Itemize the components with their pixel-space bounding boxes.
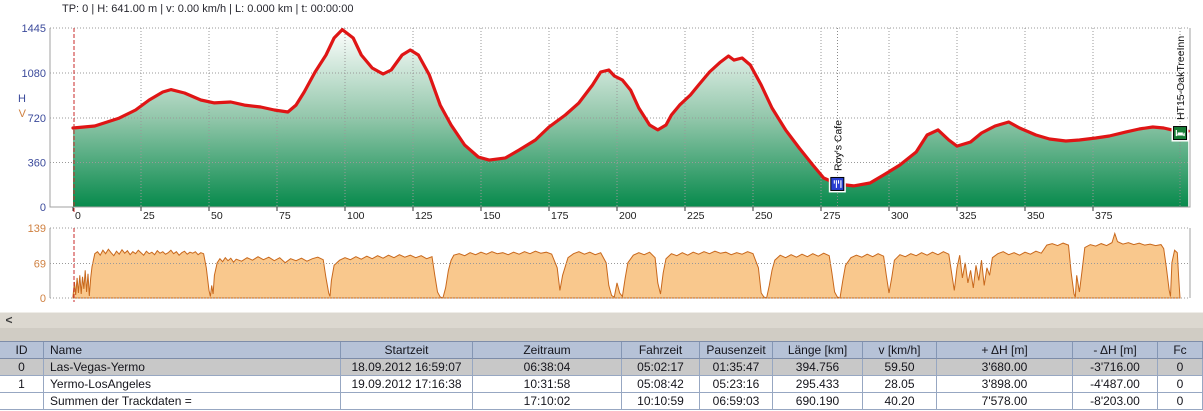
table-cell[interactable] [0,393,44,410]
table-cell[interactable]: 05:02:17 [622,359,700,376]
table-cell[interactable]: 19.09.2012 17:16:38 [341,376,473,393]
elevation-y-tick-label: 0 [40,202,46,214]
table-header-cell[interactable]: + ΔH [m] [937,342,1073,359]
table-cell[interactable]: 06:38:04 [473,359,622,376]
table-cell[interactable]: 690.190 [773,393,863,410]
table-cell[interactable]: Las-Vegas-Yermo [44,359,341,376]
table-cell[interactable]: 1 [0,376,44,393]
table-cell[interactable]: 05:08:42 [622,376,700,393]
table-header-cell[interactable]: Zeitraum [473,342,622,359]
speed-gridlines [50,227,1190,299]
hotel-icon[interactable] [1171,124,1189,142]
elevation-y-tick-label: 1080 [22,68,46,80]
table-cell[interactable]: 7'578.00 [937,393,1073,410]
x-tick-label: 25 [143,210,155,222]
x-tick-label: 350 [1027,210,1045,222]
x-tick-label: 125 [415,210,433,222]
elevation-gridlines [50,27,1190,207]
table-header-cell[interactable]: Länge [km] [773,342,863,359]
panel-divider [0,328,1203,341]
table-header-cell[interactable]: Name [44,342,341,359]
table-cell[interactable]: 0 [0,359,44,376]
elevation-chart: 0 25 50 75 100 125 150 175 200 225 250 275 300 325 350… [18,23,1191,222]
table-row[interactable]: 0 Las-Vegas-Yermo 18.09.2012 16:59:07 06:38… [0,359,1203,376]
x-tick-label: 200 [619,210,637,222]
table-cell[interactable]: 59.50 [863,359,937,376]
track-table: ID Name Startzeit Zeitraum Fahrzeit Pausenzei… [0,341,1203,411]
charts-area: 0 25 50 75 100 125 150 175 200 225 250 275 300 325 350… [18,23,1191,305]
elevation-frame [49,28,1191,208]
table-cell[interactable]: 10:31:58 [473,376,622,393]
table-header-cell[interactable]: - ΔH [m] [1073,342,1158,359]
table-cell[interactable]: 394.756 [773,359,863,376]
elevation-y-tick-label: 1445 [22,23,46,35]
table-cell[interactable]: 0 [1158,376,1203,393]
speed-y-tick-label: 69 [34,258,46,270]
table-cell[interactable] [341,393,473,410]
elevation-y-tick-label: 720 [28,113,46,125]
x-axis: 0 25 50 75 100 125 150 175 200 225 250 275 300 325 350… [72,207,1113,222]
table-cell[interactable]: 295.433 [773,376,863,393]
speed-chart: 0 69 139 [28,223,1191,305]
x-tick-label: 325 [959,210,977,222]
speed-y-tick-label: 139 [28,223,46,235]
table-cell[interactable]: 17:10:02 [473,393,622,410]
waypoint-label: Roy's Cafe [832,120,844,171]
table-cell[interactable]: 18.09.2012 16:59:07 [341,359,473,376]
table-cell[interactable]: 10:10:59 [622,393,700,410]
elevation-y-tick-label: 360 [28,157,46,169]
restaurant-icon[interactable] [828,175,846,193]
speed-area [72,231,1181,299]
table-cell[interactable]: 0 [1158,393,1203,410]
table-cell[interactable]: -4'487.00 [1073,376,1158,393]
x-tick-label: 100 [347,210,365,222]
x-tick-label: 300 [891,210,909,222]
elevation-line [71,28,1190,188]
table-header-cell[interactable]: Fahrzeit [622,342,700,359]
table-cell[interactable]: 40.20 [863,393,937,410]
table-header-row: ID Name Startzeit Zeitraum Fahrzeit Pausenzei… [0,342,1203,359]
x-tick-label: 375 [1095,210,1113,222]
trackpoint-info-bar: TP: 0 | H: 641.00 m | v: 0.00 km/h | L: … [62,3,354,15]
table-cell[interactable]: 06:59:03 [700,393,773,410]
speed-axis-label: V [19,108,27,120]
x-tick-label: 75 [279,210,291,222]
table-header-cell[interactable]: ID [0,342,44,359]
table-cell[interactable]: 05:23:16 [700,376,773,393]
table-cell[interactable]: 3'680.00 [937,359,1073,376]
x-tick-label: 150 [483,210,501,222]
elevation-axis-label: H [18,93,26,105]
horizontal-scrollbar[interactable]: < [0,312,1203,328]
x-tick-label: 50 [211,210,223,222]
x-tick-label: 275 [823,210,841,222]
speed-frame [49,228,1191,298]
waypoint-label: HT15-OakTreeInn [1175,36,1187,120]
table-cell[interactable]: -8'203.00 [1073,393,1158,410]
x-tick-label: 0 [75,210,81,222]
x-tick-label: 175 [551,210,569,222]
table-header-cell[interactable]: Startzeit [341,342,473,359]
x-tick-label: 250 [755,210,773,222]
table-cell[interactable]: 0 [1158,359,1203,376]
table-cell[interactable]: -3'716.00 [1073,359,1158,376]
table-cell[interactable]: 01:35:47 [700,359,773,376]
table-header-cell[interactable]: Fc [1158,342,1203,359]
table-header-cell[interactable]: v [km/h] [863,342,937,359]
table-cell[interactable]: Yermo-LosAngeles [44,376,341,393]
table-row[interactable]: 1 Yermo-LosAngeles 19.09.2012 17:16:38 10:3… [0,376,1203,393]
x-tick-label: 225 [687,210,705,222]
table-summary-row[interactable]: Summen der Trackdaten = 17:10:02 10:10:59 0… [0,393,1203,410]
table-header-cell[interactable]: Pausenzeit [700,342,773,359]
table-cell[interactable]: 28.05 [863,376,937,393]
speed-y-tick-label: 0 [40,293,46,305]
elevation-area [73,29,1189,207]
table-cell[interactable]: Summen der Trackdaten = [44,393,341,410]
table-cell[interactable]: 3'898.00 [937,376,1073,393]
scrollbar-left-arrow-icon[interactable]: < [5,313,13,327]
